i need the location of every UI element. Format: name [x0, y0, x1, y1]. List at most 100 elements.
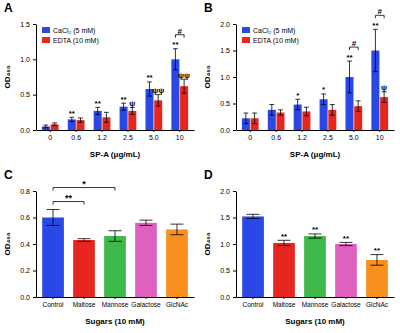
y-tick-mark — [233, 104, 236, 105]
panel-title: B — [204, 1, 213, 15]
chart: A0.00.51.01.500.61.22.55.010OD₄₅₀SP-A (μ… — [0, 0, 400, 333]
x-tick-label: Mannose — [102, 301, 129, 308]
plot: 0.00.51.01.500.61.22.55.010OD₄₅₀SP-A (μg… — [3, 21, 195, 159]
error-bar — [104, 112, 109, 122]
x-tick: 0.6 — [71, 130, 81, 141]
legend-label: EDTA (10 mM) — [253, 37, 299, 45]
error-bar — [304, 107, 309, 115]
y-tick-label: 0.4 — [20, 241, 30, 248]
legend-label: EDTA (10 mM) — [53, 37, 99, 45]
significance-label: ** — [95, 99, 102, 108]
y-tick-mark — [233, 297, 236, 298]
x-tick-label: Maltose — [73, 301, 96, 308]
error-bar — [347, 61, 352, 93]
y-tick: 0.0 — [20, 127, 36, 134]
x-tick-label: 1.2 — [97, 134, 107, 141]
error-bar — [295, 99, 300, 110]
bar — [242, 216, 264, 297]
significance-label: # — [352, 39, 357, 48]
y-tick-mark — [233, 77, 236, 78]
bar — [335, 244, 357, 297]
significance-label: ** — [146, 73, 153, 82]
x-tick-mark — [84, 297, 85, 299]
marks — [42, 49, 188, 130]
error-bar — [308, 234, 321, 238]
x-tick-label: 0 — [248, 134, 252, 141]
y-axis-line — [36, 192, 37, 298]
x-tick: 2.5 — [323, 130, 333, 141]
y-tick-label: 0.0 — [220, 127, 230, 134]
y-tick: 1.5 — [220, 214, 236, 221]
legend-swatch — [242, 27, 250, 33]
y-tick: 0.5 — [20, 91, 36, 98]
error-bar — [78, 239, 91, 242]
error-bar — [356, 101, 361, 112]
y-tick-mark — [33, 271, 36, 272]
error-bar — [95, 107, 100, 114]
x-tick-label: GlcNAc — [366, 301, 389, 308]
significance-label: * — [82, 179, 86, 189]
x-tick: Maltose — [73, 297, 96, 308]
x-tick-mark — [315, 297, 316, 299]
x-axis: 00.61.22.55.010 — [237, 130, 395, 141]
legend-swatch — [42, 37, 50, 43]
x-tick-mark — [379, 130, 380, 132]
x-tick: Maltose — [273, 297, 296, 308]
y-axis-title: OD₄₅₀ — [203, 65, 212, 88]
y-tick-mark — [33, 95, 36, 96]
x-axis: 00.61.22.55.010 — [37, 130, 195, 141]
x-tick-mark — [102, 130, 103, 132]
x-tick: 10 — [176, 130, 184, 141]
y-tick-label: 2.0 — [220, 21, 230, 28]
y-tick: 0.6 — [20, 214, 36, 221]
x-tick-label: 10 — [176, 134, 184, 141]
x-tick-label: 5.0 — [149, 134, 159, 141]
annotations: ****#**ψ# — [296, 7, 387, 99]
annotations: *** — [53, 179, 115, 205]
marks — [242, 214, 388, 297]
annotations: ******** — [281, 225, 381, 255]
y-tick-mark — [33, 130, 36, 131]
y-tick: 0.8 — [20, 188, 36, 195]
x-tick-mark — [127, 130, 128, 132]
significance-label: # — [378, 7, 383, 16]
x-tick-label: 1.2 — [297, 134, 307, 141]
x-tick-label: Mannose — [302, 301, 329, 308]
x-tick-label: 5.0 — [349, 134, 359, 141]
y-tick-mark — [233, 51, 236, 52]
significance-label: ** — [343, 234, 350, 243]
x-tick-label: Galactose — [331, 301, 361, 308]
x-tick-mark — [345, 297, 346, 299]
legend: CaCl₂ (5 mM)EDTA (10 mM) — [242, 27, 299, 45]
significance-label: # — [178, 27, 183, 36]
x-tick-mark — [276, 130, 277, 132]
y-axis: 0.00.51.01.52.0 — [220, 21, 236, 134]
y-tick: 0.0 — [220, 127, 236, 134]
plot: 0.00.51.01.52.0ControlMaltoseMannoseGala… — [203, 188, 395, 326]
panel: A0.00.51.01.500.61.22.55.010OD₄₅₀SP-A (μ… — [3, 1, 195, 159]
y-tick-label: 1.0 — [20, 56, 30, 63]
y-tick-label: 0.5 — [20, 91, 30, 98]
error-bar — [78, 118, 83, 122]
x-axis-line — [237, 297, 395, 298]
x-tick-mark — [284, 297, 285, 299]
plot: 0.00.20.40.60.8ControlMaltoseMannoseGala… — [3, 179, 195, 326]
x-tick-mark — [115, 297, 116, 299]
error-bar — [173, 49, 178, 70]
x-tick-mark — [327, 130, 328, 132]
y-tick: 0.2 — [20, 267, 36, 274]
marks — [42, 210, 188, 297]
error-bar — [373, 29, 378, 71]
y-tick-mark — [33, 24, 36, 25]
y-tick-label: 0.2 — [20, 267, 30, 274]
error-bar — [52, 123, 57, 126]
y-tick: 0.5 — [220, 100, 236, 107]
bar — [135, 223, 157, 297]
error-bar — [243, 113, 248, 124]
panel-title: D — [204, 168, 213, 182]
y-axis-line — [236, 192, 237, 298]
x-tick-mark — [53, 297, 54, 299]
y-axis-title: OD₄₅₀ — [3, 65, 12, 88]
y-tick: 0.4 — [20, 241, 36, 248]
y-axis-title: OD₄₅₀ — [3, 232, 12, 255]
